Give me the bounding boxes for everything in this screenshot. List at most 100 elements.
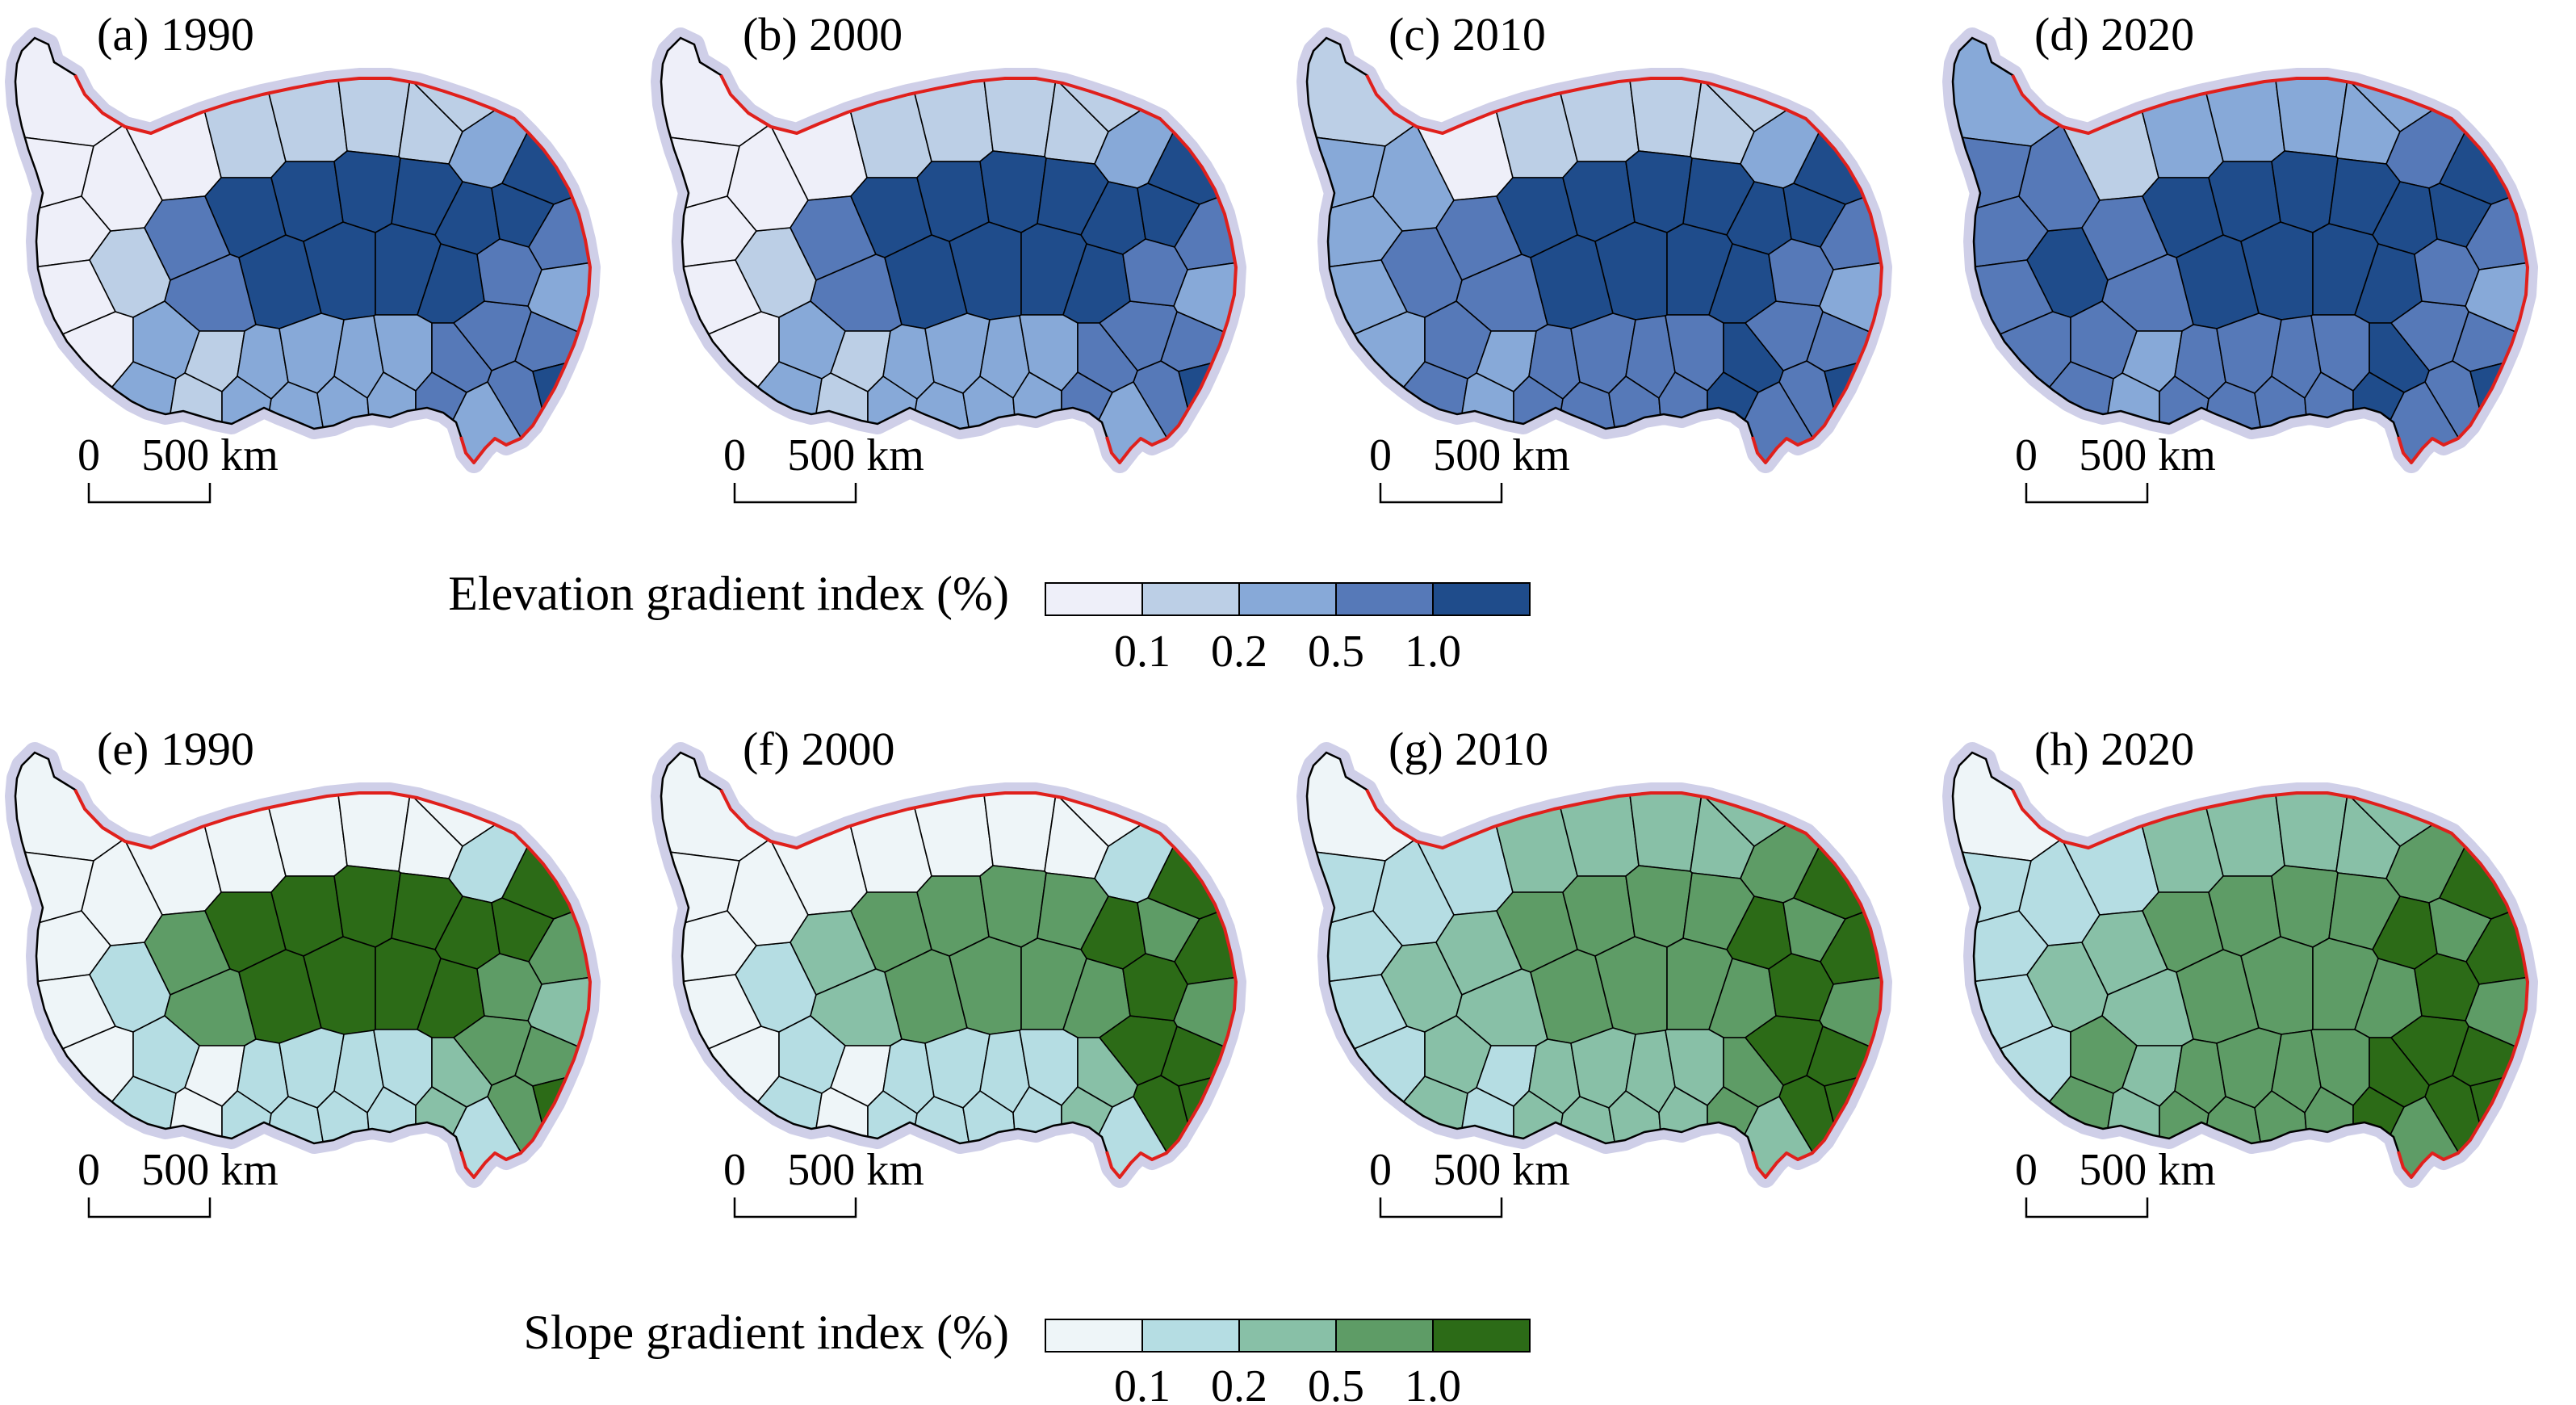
scale-zero: 0 (2015, 430, 2038, 480)
scale-distance: 500 km (2079, 430, 2216, 480)
map-panel-a: (a) 1990 0 500 km (5, 8, 601, 504)
legend-title: Slope gradient index (%) (524, 1306, 1010, 1359)
scale-bar: 0 500 km (77, 430, 279, 504)
county-region (2414, 953, 2480, 1021)
map-panel-d: (d) 2020 0 500 km (1942, 8, 2538, 504)
county-region (2414, 238, 2480, 307)
legend-tick-label: 0.5 (1308, 1361, 1364, 1405)
county-region (367, 371, 417, 463)
map-panel-h: (h) 2020 0 500 km (1942, 723, 2538, 1218)
legend-tick-label: 1.0 (1405, 627, 1461, 677)
scale-zero: 0 (723, 1145, 746, 1195)
county-region (1122, 238, 1188, 307)
legend-swatch (1045, 582, 1143, 616)
panel-label: (d) 2020 (2034, 8, 2194, 61)
county-region (367, 1085, 417, 1177)
county-region (1625, 865, 1693, 948)
legend-swatch (1432, 1319, 1531, 1353)
county-region (2271, 865, 2339, 948)
county-region (1768, 953, 1834, 1021)
county-region (2469, 349, 2528, 463)
scale-distance: 500 km (1433, 1145, 1570, 1195)
county-region (532, 1063, 590, 1177)
scale-bar: 0 500 km (1369, 430, 1570, 504)
legend-swatch (1238, 1319, 1337, 1353)
county-region (1122, 953, 1188, 1021)
legend-tick-label: 1.0 (1405, 1361, 1461, 1405)
row-slope: (e) 1990 0 500 km (f) 2000 0 500 km (g) 20… (5, 723, 2538, 1405)
legend-tick-label: 0.2 (1211, 1361, 1267, 1405)
national-border (719, 789, 1238, 1179)
legend-swatch (1432, 582, 1531, 616)
scale-zero: 0 (2015, 1145, 2038, 1195)
panel-label: (c) 2010 (1389, 8, 1546, 61)
legend-tick-label: 0.1 (1114, 1361, 1171, 1405)
county-region (2469, 1063, 2528, 1177)
scale-distance: 500 km (787, 430, 924, 480)
scale-distance: 500 km (1433, 430, 1570, 480)
legend-swatch (1141, 582, 1240, 616)
row-elevation: (a) 1990 0 500 km (b) 2000 0 500 km (c) 20… (5, 8, 2538, 677)
county-region (1824, 1063, 1882, 1177)
map-body (5, 742, 601, 1188)
scale-distance: 500 km (141, 1145, 279, 1195)
scale-line (733, 1197, 857, 1218)
legend-slope: Slope gradient index (%) 0.1 0.2 0.5 1.0 (524, 1306, 1531, 1405)
county-region (1307, 311, 1426, 463)
legend-swatch (1335, 582, 1434, 616)
national-border (73, 789, 592, 1179)
county-region (476, 238, 542, 307)
county-region (476, 953, 542, 1021)
national-border (1365, 74, 1883, 464)
scale-line (2025, 483, 2149, 504)
national-border (2011, 74, 2529, 464)
national-border (1365, 789, 1883, 1179)
panel-label: (h) 2020 (2034, 723, 2194, 775)
scale-line (1379, 483, 1503, 504)
map-body (1942, 742, 2538, 1188)
county-region (1768, 238, 1834, 307)
county-region (1307, 1025, 1426, 1177)
county-region (1178, 349, 1236, 463)
county-region (1012, 371, 1062, 463)
legend-ticks: 0.1 0.2 0.5 1.0 (1114, 627, 1461, 677)
legend-swatch (1335, 1319, 1434, 1353)
scale-zero: 0 (1369, 430, 1392, 480)
county-region (1953, 1025, 2071, 1177)
scale-zero: 0 (1369, 1145, 1392, 1195)
map-body (5, 27, 601, 473)
scale-line (2025, 1197, 2149, 1218)
county-region (1625, 150, 1693, 233)
map-body (1942, 27, 2538, 473)
legend-elevation: Elevation gradient index (%) 0.1 0.2 0.5… (448, 567, 1531, 677)
county-region (2304, 1085, 2354, 1177)
scale-bar: 0 500 km (723, 430, 924, 504)
scale-bar: 0 500 km (2015, 430, 2216, 504)
legend-swatch (1238, 582, 1337, 616)
county-region (2271, 150, 2339, 233)
scale-bar: 0 500 km (2015, 1145, 2216, 1218)
scale-bar: 0 500 km (723, 1145, 924, 1218)
county-region (1824, 349, 1882, 463)
map-panel-c: (c) 2010 0 500 km (1296, 8, 1892, 504)
scale-distance: 500 km (2079, 1145, 2216, 1195)
panel-label: (b) 2000 (743, 8, 903, 61)
county-region (1012, 1085, 1062, 1177)
legend-tick-label: 0.5 (1308, 627, 1364, 677)
panel-label: (g) 2010 (1389, 723, 1548, 775)
county-region (979, 865, 1047, 948)
scale-zero: 0 (77, 1145, 100, 1195)
national-border (73, 74, 592, 464)
county-region (661, 1025, 780, 1177)
county-region (1658, 1085, 1708, 1177)
map-panel-f: (f) 2000 0 500 km (651, 723, 1246, 1218)
panel-label: (f) 2000 (743, 723, 894, 775)
legend-swatch (1045, 1319, 1143, 1353)
map-body (651, 27, 1246, 473)
scale-distance: 500 km (787, 1145, 924, 1195)
legend-tick-label: 0.2 (1211, 627, 1267, 677)
legend-title: Elevation gradient index (%) (448, 567, 1009, 620)
county-region (1178, 1063, 1236, 1177)
scale-zero: 0 (723, 430, 746, 480)
county-region (1953, 311, 2071, 463)
